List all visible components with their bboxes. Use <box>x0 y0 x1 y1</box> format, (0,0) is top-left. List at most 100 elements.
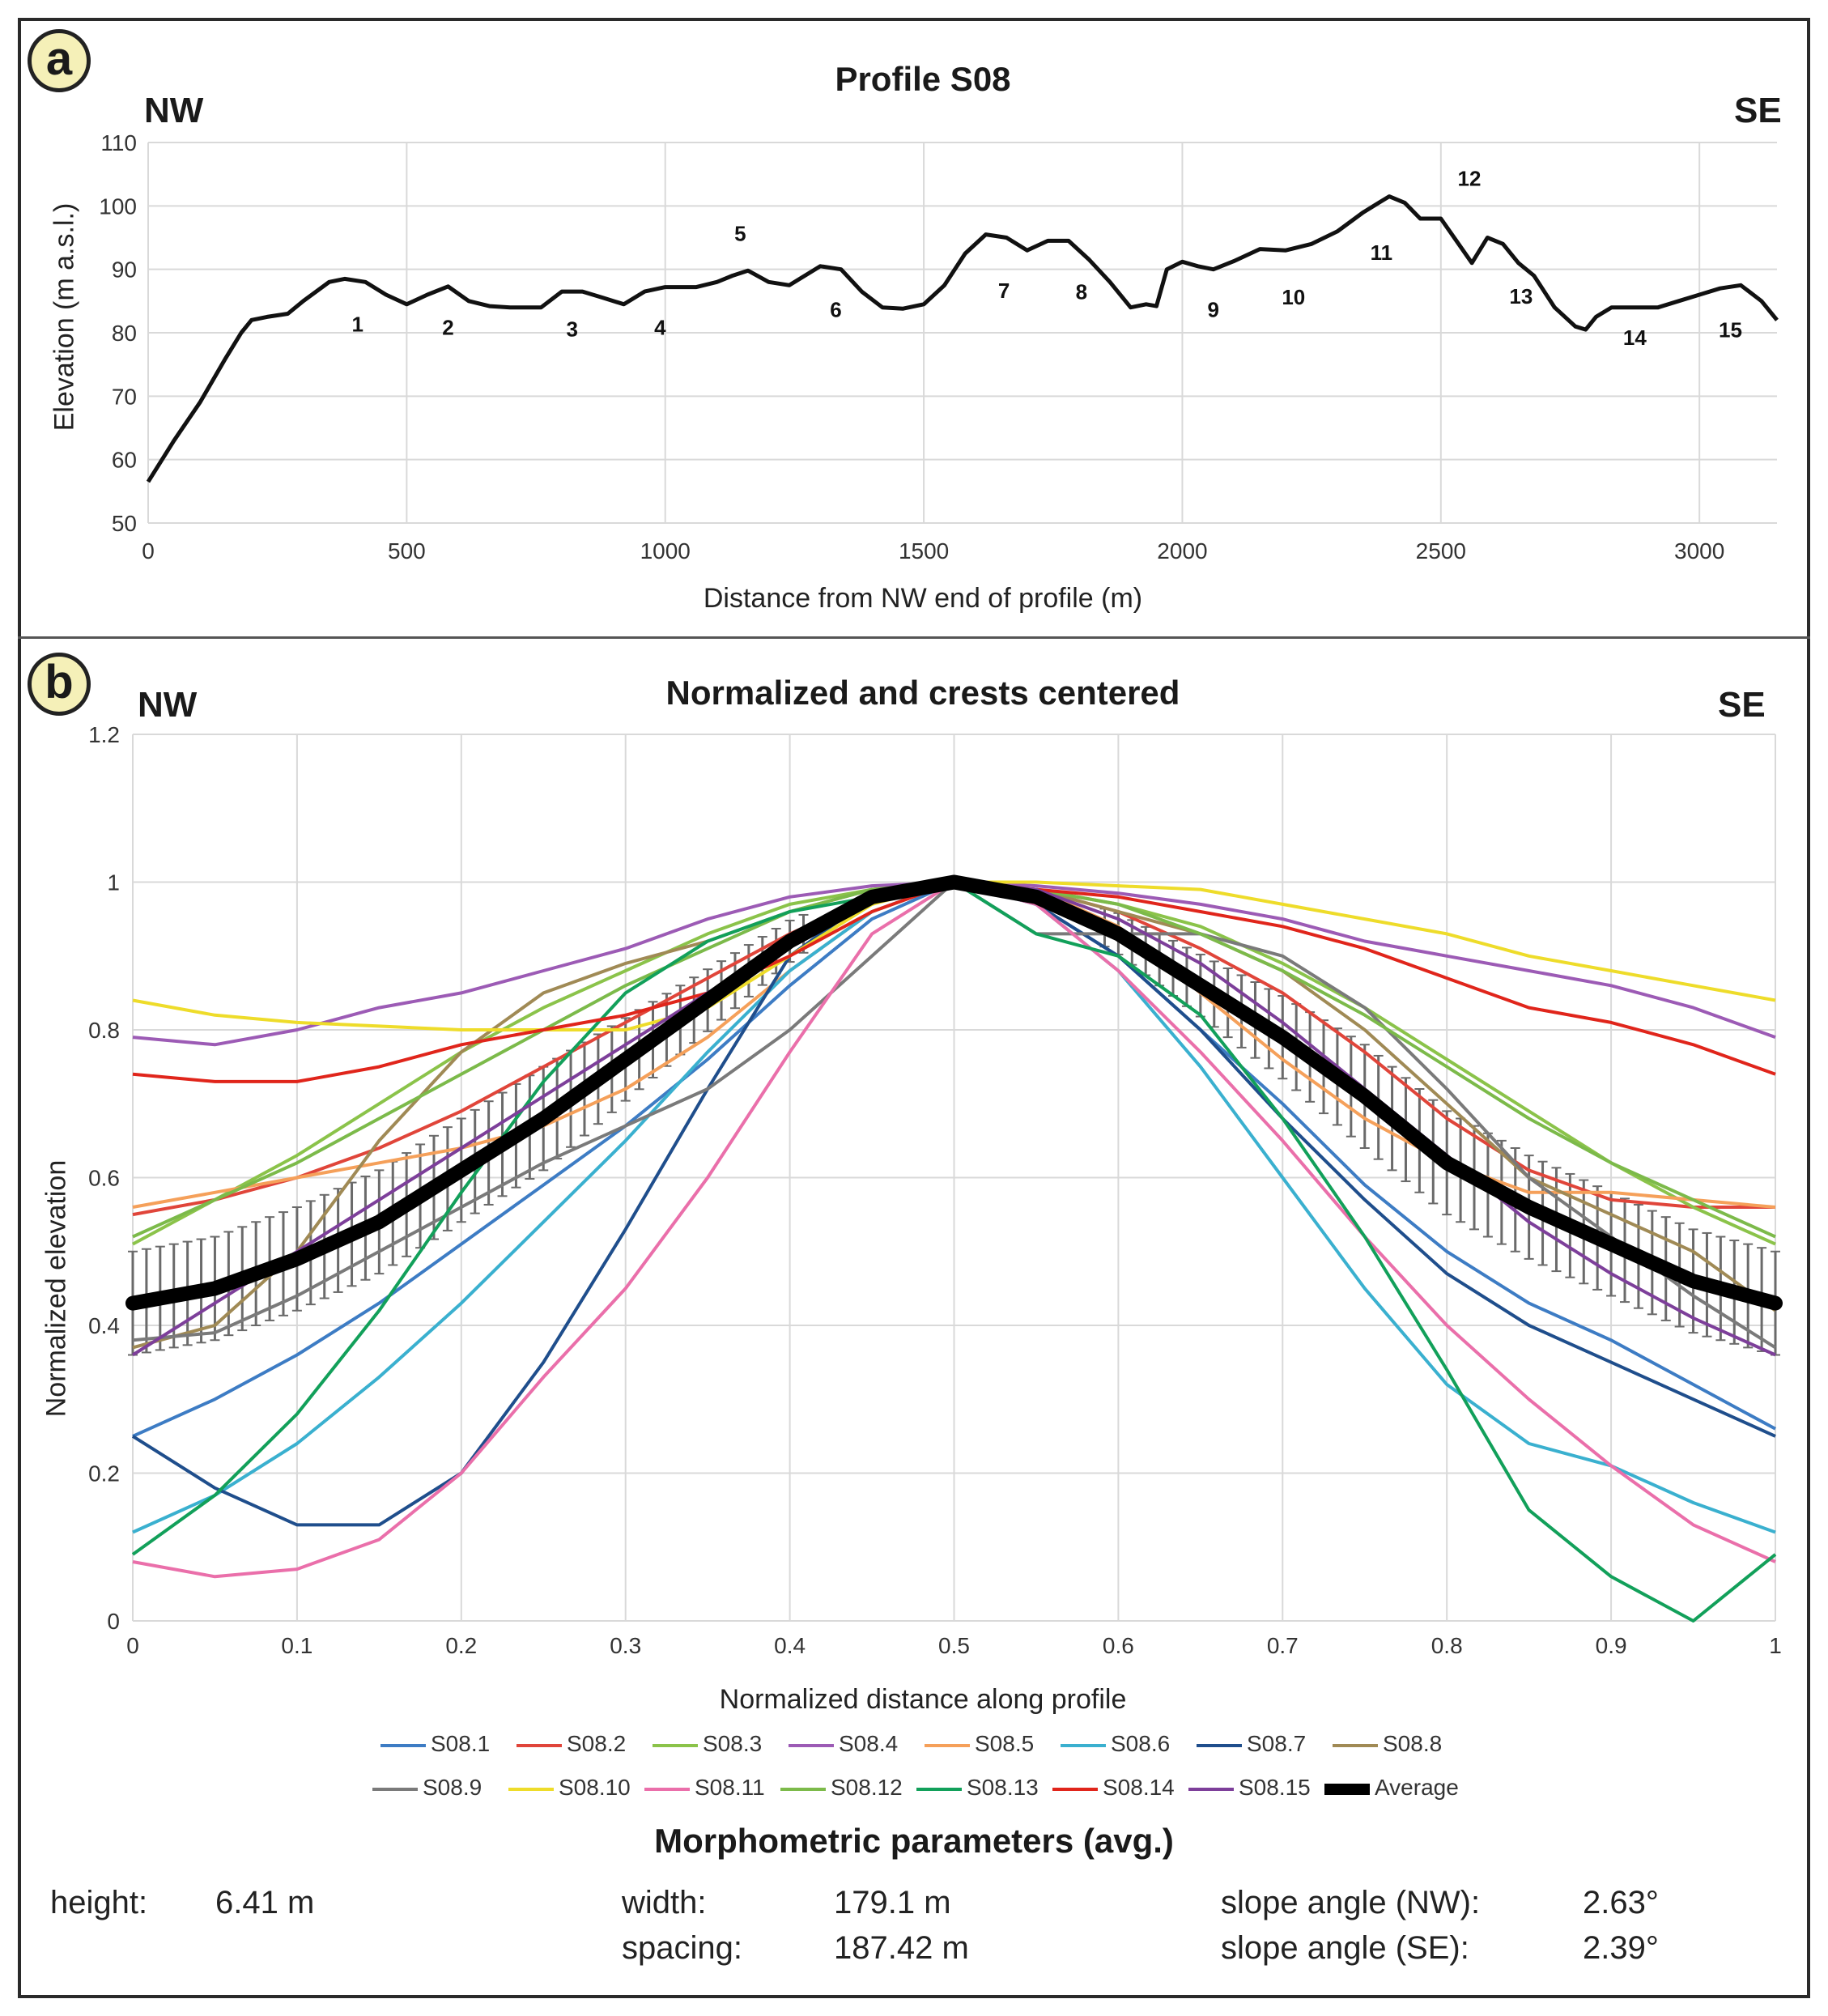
crest-label: 15 <box>1719 317 1742 342</box>
y-tick-label: 0.2 <box>88 1461 120 1486</box>
legend-swatch <box>372 1787 418 1791</box>
panel-a-badge: a <box>28 29 91 92</box>
y-tick-label: 80 <box>112 321 137 346</box>
legend-item: S08.12 <box>780 1775 903 1807</box>
legend-label: S08.11 <box>695 1775 765 1800</box>
crest-label: 9 <box>1208 297 1219 321</box>
slope-se-label: slope angle (SE): <box>1221 1930 1469 1966</box>
y-tick-label: 90 <box>112 257 137 283</box>
panel-b-nw-label: NW <box>138 685 198 725</box>
chart-b-title: Normalized and crests centered <box>665 674 1180 712</box>
height-label: height: <box>50 1885 148 1920</box>
y-tick-label: 1 <box>107 870 120 895</box>
x-tick-label: 0.5 <box>938 1633 970 1658</box>
chart-b-xlabel: Normalized distance along profile <box>719 1684 1127 1715</box>
chart-b: 0 0.2 0.4 0.6 0.8 1 1.2 0 0.1 0.2 0.3 0.4 0.5 0.6 0.7 0… <box>88 722 1783 1658</box>
panel-a-nw-label: NW <box>144 91 204 130</box>
crest-label: 6 <box>830 297 841 321</box>
panel-a-se-label: SE <box>1734 91 1782 130</box>
legend-swatch <box>1324 1783 1370 1795</box>
legend-swatch <box>508 1787 554 1791</box>
legend-item: S08.5 <box>925 1731 1034 1763</box>
x-tick-label: 0.3 <box>610 1633 641 1658</box>
x-tick-label: 3000 <box>1674 538 1724 564</box>
x-tick-label: 0.7 <box>1267 1633 1299 1658</box>
legend-label: S08.7 <box>1247 1731 1307 1756</box>
morphometric-title: Morphometric parameters (avg.) <box>654 1822 1174 1860</box>
legend-label: S08.10 <box>559 1775 631 1800</box>
x-tick-label: 0.8 <box>1431 1633 1463 1658</box>
crest-label: 7 <box>998 279 1010 303</box>
legend-swatch <box>1333 1743 1378 1747</box>
legend-swatch <box>789 1743 834 1747</box>
legend-swatch <box>1188 1787 1234 1791</box>
legend-item: S08.6 <box>1061 1731 1170 1763</box>
y-tick-label: 70 <box>112 384 137 409</box>
profile-line <box>146 194 1779 483</box>
legend-swatch <box>644 1787 690 1791</box>
legend-swatch <box>1052 1787 1098 1791</box>
x-tick-label: 0.6 <box>1103 1633 1134 1658</box>
legend-label: S08.2 <box>567 1731 627 1756</box>
legend-label: S08.8 <box>1383 1731 1443 1756</box>
chart-b-ylabel: Normalized elevation <box>40 1159 72 1418</box>
x-tick-label: 0 <box>126 1633 139 1658</box>
legend-item: S08.11 <box>644 1775 765 1807</box>
legend-item: S08.1 <box>380 1731 490 1763</box>
figure-frame <box>18 18 1810 1998</box>
series-line-Average <box>125 874 1783 1311</box>
chart-a-xlabel: Distance from NW end of profile (m) <box>703 583 1143 614</box>
crest-label: 13 <box>1509 284 1533 308</box>
legend-swatch <box>380 1743 426 1747</box>
legend-item: S08.14 <box>1052 1775 1175 1807</box>
crest-label: 3 <box>567 317 578 342</box>
legend-label: S08.14 <box>1103 1775 1175 1800</box>
crest-label: 14 <box>1623 325 1647 350</box>
legend-item: S08.2 <box>517 1731 626 1763</box>
legend-swatch <box>1061 1743 1106 1747</box>
x-tick-label: 0.9 <box>1596 1633 1627 1658</box>
y-tick-label: 50 <box>112 511 137 536</box>
y-tick-label: 110 <box>100 130 137 155</box>
y-tick-label: 0.4 <box>88 1313 120 1338</box>
y-tick-label: 60 <box>112 448 137 473</box>
crest-label: 10 <box>1282 285 1305 309</box>
legend-item: S08.9 <box>372 1775 482 1807</box>
width-label: width: <box>622 1885 707 1920</box>
y-tick-label: 100 <box>99 194 137 219</box>
legend-label: Average <box>1375 1775 1459 1800</box>
legend-item: S08.13 <box>916 1775 1039 1807</box>
crest-label: 4 <box>654 315 666 339</box>
crest-label: 5 <box>734 221 746 245</box>
legend-item: S08.10 <box>508 1775 631 1807</box>
x-tick-label: 1500 <box>899 538 949 564</box>
height-value: 6.41 m <box>215 1885 315 1920</box>
legend-swatch <box>925 1743 970 1747</box>
y-tick-label: 0 <box>107 1609 120 1634</box>
legend-item: S08.15 <box>1188 1775 1311 1807</box>
slope-nw-label: slope angle (NW): <box>1221 1885 1481 1920</box>
legend-label: S08.5 <box>975 1731 1035 1756</box>
x-tick-label: 500 <box>388 538 426 564</box>
x-tick-label: 1 <box>1769 1633 1782 1658</box>
crest-label: 2 <box>442 315 453 339</box>
legend-label: S08.12 <box>831 1775 903 1800</box>
legend-label: S08.9 <box>423 1775 483 1800</box>
crest-label: 11 <box>1371 240 1393 265</box>
crest-label: 12 <box>1457 166 1481 190</box>
legend-item: S08.3 <box>653 1731 762 1763</box>
legend-item: S08.7 <box>1197 1731 1306 1763</box>
y-tick-label: 1.2 <box>88 722 120 747</box>
legend-swatch <box>780 1787 826 1791</box>
legend-swatch <box>517 1743 562 1747</box>
panel-b-badge: b <box>28 653 91 716</box>
legend-swatch <box>653 1743 698 1747</box>
legend-label: S08.6 <box>1111 1731 1171 1756</box>
x-tick-label: 2000 <box>1157 538 1207 564</box>
x-tick-label: 0.4 <box>774 1633 806 1658</box>
legend-label: S08.4 <box>839 1731 899 1756</box>
legend-swatch <box>1197 1743 1242 1747</box>
legend-label: S08.1 <box>431 1731 491 1756</box>
chart-a-title: Profile S08 <box>835 60 1011 98</box>
